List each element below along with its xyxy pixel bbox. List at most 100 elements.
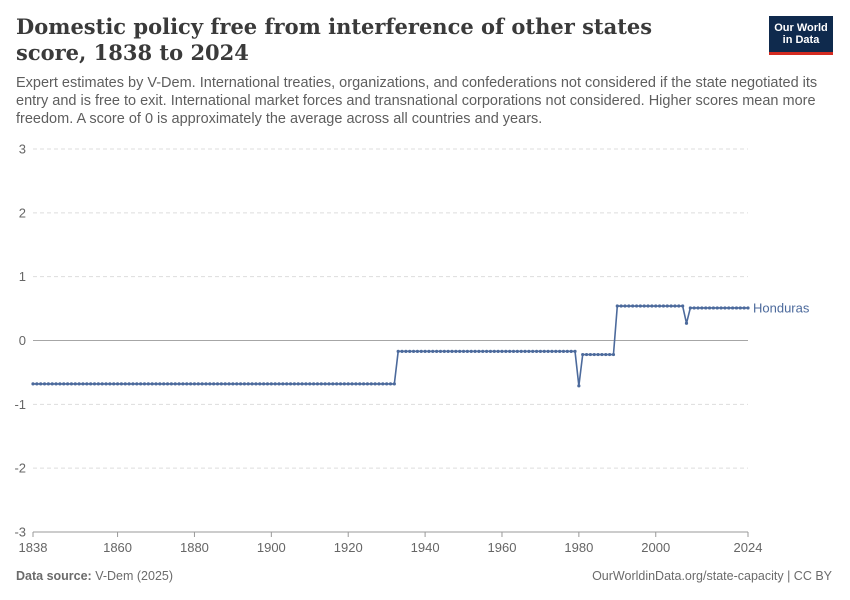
data-point[interactable] bbox=[238, 382, 243, 386]
data-point[interactable] bbox=[581, 352, 585, 357]
data-point[interactable] bbox=[204, 382, 208, 386]
data-point[interactable] bbox=[569, 349, 573, 353]
data-point[interactable] bbox=[454, 349, 458, 353]
data-point[interactable] bbox=[700, 306, 704, 310]
data-point[interactable] bbox=[596, 352, 600, 357]
data-point[interactable] bbox=[404, 349, 408, 353]
data-point[interactable] bbox=[500, 349, 504, 353]
data-point[interactable] bbox=[350, 382, 354, 386]
data-point[interactable] bbox=[504, 349, 508, 353]
data-point[interactable] bbox=[592, 352, 596, 357]
data-point[interactable] bbox=[692, 306, 696, 310]
data-point[interactable] bbox=[281, 382, 285, 386]
data-point[interactable] bbox=[608, 352, 612, 357]
data-point[interactable] bbox=[669, 304, 673, 308]
data-point[interactable] bbox=[704, 306, 708, 310]
data-point[interactable] bbox=[189, 382, 193, 386]
data-point[interactable] bbox=[296, 382, 300, 386]
data-point[interactable] bbox=[123, 382, 127, 386]
data-point[interactable] bbox=[496, 349, 500, 353]
data-point[interactable] bbox=[108, 382, 112, 386]
data-point[interactable] bbox=[523, 349, 527, 353]
data-point[interactable] bbox=[654, 304, 658, 308]
data-point[interactable] bbox=[112, 382, 116, 386]
data-point[interactable] bbox=[731, 306, 735, 310]
data-point[interactable] bbox=[146, 382, 150, 386]
data-point[interactable] bbox=[707, 306, 712, 310]
data-point[interactable] bbox=[39, 382, 43, 386]
data-point[interactable] bbox=[558, 349, 562, 353]
data-point[interactable] bbox=[746, 306, 750, 310]
data-point[interactable] bbox=[212, 382, 216, 386]
data-point[interactable] bbox=[342, 382, 346, 386]
data-point[interactable] bbox=[727, 306, 731, 310]
data-point[interactable] bbox=[681, 304, 685, 308]
data-point[interactable] bbox=[269, 382, 273, 386]
data-point[interactable] bbox=[312, 382, 316, 386]
data-point[interactable] bbox=[323, 382, 327, 386]
data-point[interactable] bbox=[177, 382, 181, 386]
data-point[interactable] bbox=[538, 349, 543, 353]
data-point[interactable] bbox=[711, 306, 716, 310]
data-point[interactable] bbox=[615, 304, 619, 308]
data-point[interactable] bbox=[665, 304, 669, 308]
data-point[interactable] bbox=[235, 382, 239, 386]
data-point[interactable] bbox=[135, 382, 139, 386]
data-point[interactable] bbox=[200, 382, 204, 386]
data-point[interactable] bbox=[223, 382, 227, 386]
data-point[interactable] bbox=[554, 349, 558, 353]
data-point[interactable] bbox=[85, 382, 89, 386]
data-point[interactable] bbox=[461, 349, 466, 353]
data-point[interactable] bbox=[573, 349, 577, 353]
data-point[interactable] bbox=[308, 382, 312, 386]
data-point[interactable] bbox=[600, 352, 604, 357]
data-point[interactable] bbox=[327, 382, 331, 386]
data-point[interactable] bbox=[354, 382, 358, 386]
data-point[interactable] bbox=[634, 304, 639, 308]
data-point[interactable] bbox=[262, 382, 266, 386]
data-point[interactable] bbox=[335, 382, 339, 386]
data-point[interactable] bbox=[150, 382, 154, 386]
data-point[interactable] bbox=[35, 382, 39, 386]
data-point[interactable] bbox=[69, 382, 74, 386]
data-point[interactable] bbox=[611, 352, 616, 357]
data-point[interactable] bbox=[92, 382, 97, 386]
data-point[interactable] bbox=[488, 349, 493, 353]
data-point[interactable] bbox=[165, 382, 170, 386]
data-point[interactable] bbox=[492, 349, 496, 353]
data-point[interactable] bbox=[96, 382, 100, 386]
data-point[interactable] bbox=[219, 382, 223, 386]
data-point[interactable] bbox=[577, 384, 581, 388]
data-point[interactable] bbox=[531, 349, 535, 353]
data-point[interactable] bbox=[115, 382, 120, 386]
data-point[interactable] bbox=[119, 382, 124, 386]
data-point[interactable] bbox=[154, 382, 158, 386]
data-point[interactable] bbox=[292, 382, 296, 386]
data-point[interactable] bbox=[638, 304, 642, 308]
data-point[interactable] bbox=[442, 349, 446, 353]
data-point[interactable] bbox=[54, 382, 58, 386]
data-point[interactable] bbox=[265, 382, 270, 386]
data-point[interactable] bbox=[258, 382, 262, 386]
data-point[interactable] bbox=[373, 382, 377, 386]
data-point[interactable] bbox=[215, 382, 220, 386]
data-point[interactable] bbox=[300, 382, 304, 386]
data-point[interactable] bbox=[423, 349, 427, 353]
data-point[interactable] bbox=[446, 349, 450, 353]
data-point[interactable] bbox=[723, 306, 727, 310]
data-point[interactable] bbox=[169, 382, 173, 386]
data-point[interactable] bbox=[385, 382, 389, 386]
data-point[interactable] bbox=[208, 382, 212, 386]
data-point[interactable] bbox=[565, 349, 569, 353]
data-point[interactable] bbox=[561, 349, 566, 353]
data-point[interactable] bbox=[158, 382, 162, 386]
data-point[interactable] bbox=[273, 382, 277, 386]
data-point[interactable] bbox=[139, 382, 143, 386]
data-point[interactable] bbox=[331, 382, 335, 386]
data-point[interactable] bbox=[304, 382, 308, 386]
data-point[interactable] bbox=[31, 382, 35, 386]
data-point[interactable] bbox=[231, 382, 235, 386]
data-point[interactable] bbox=[619, 304, 623, 308]
url-license[interactable]: OurWorldinData.org/state-capacity | CC B… bbox=[592, 569, 832, 583]
data-point[interactable] bbox=[623, 304, 627, 308]
